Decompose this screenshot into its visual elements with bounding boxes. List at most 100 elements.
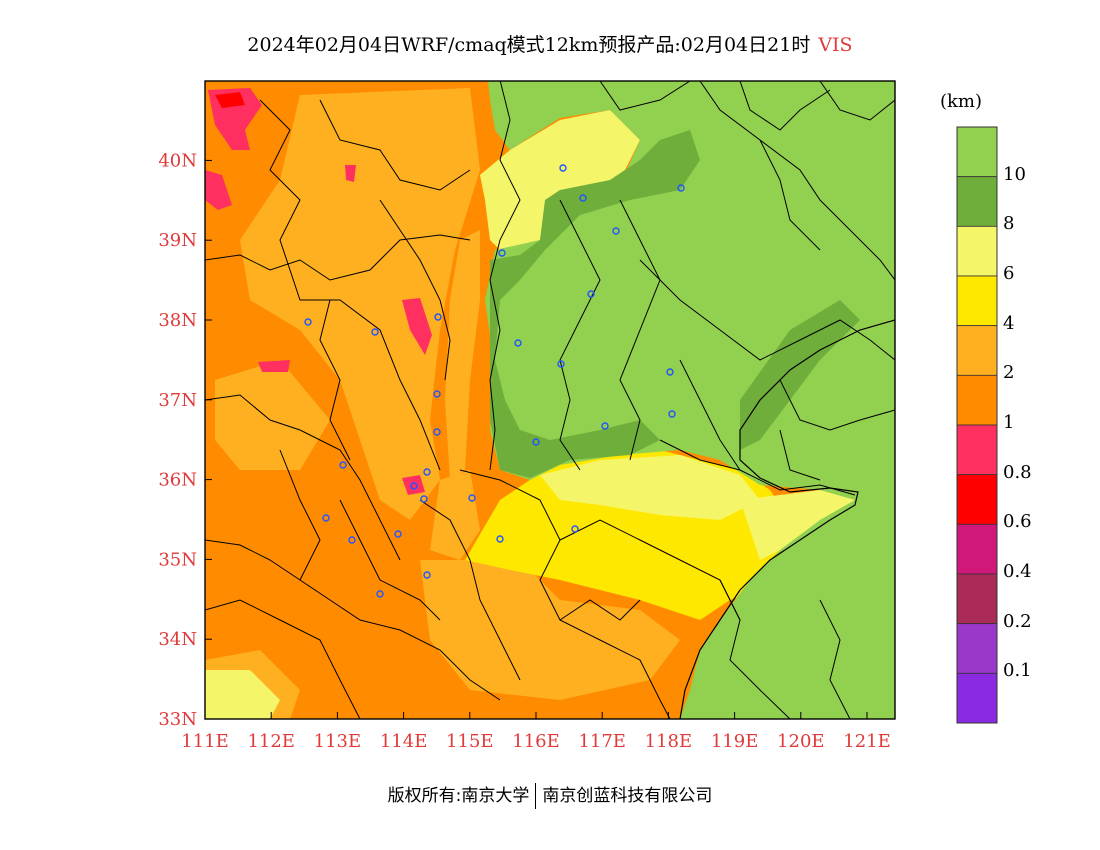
- city-marker: [371, 328, 379, 336]
- colorbar-swatch: [956, 573, 998, 625]
- city-marker: [423, 468, 431, 476]
- city-marker: [514, 339, 522, 347]
- y-tick-label: 33N: [158, 709, 197, 730]
- axis-tick-labels: 111E 112E 113E 114E 115E 116E 117E 118E 119E 120E…: [158, 150, 890, 752]
- colorbar-swatch: [956, 176, 998, 227]
- map-field: [205, 81, 895, 719]
- x-tick-label: 111E: [181, 731, 229, 752]
- city-marker: [571, 525, 579, 533]
- colorbar-swatch: [956, 126, 998, 178]
- legend-unit: (km): [940, 91, 983, 112]
- legend-label: 0.2: [1003, 610, 1032, 632]
- field-light-orange-5: [430, 470, 480, 560]
- field-lightyellow-n: [480, 110, 640, 260]
- colorbar-swatch: [956, 275, 998, 327]
- city-marker: [496, 535, 504, 543]
- colorbar-swatch: [956, 474, 998, 525]
- city-marker: [322, 514, 330, 522]
- x-tick-label: 115E: [446, 731, 494, 752]
- x-tick-label: 112E: [247, 731, 295, 752]
- city-marker: [601, 422, 609, 430]
- colorbar-frame: [956, 126, 998, 724]
- field-red-1: [402, 298, 432, 355]
- field-transition: [445, 230, 480, 480]
- field-red-4: [345, 165, 356, 182]
- city-marker: [394, 530, 402, 538]
- y-tick-label: 37N: [158, 390, 197, 411]
- boundaries: [205, 81, 895, 719]
- city-marker: [557, 360, 565, 368]
- city-marker: [559, 164, 567, 172]
- x-tick-label: 113E: [314, 731, 362, 752]
- city-marker: [532, 438, 540, 446]
- y-tick-label: 40N: [158, 150, 197, 171]
- footer-separator: [535, 783, 537, 809]
- city-marker: [666, 368, 674, 376]
- field-red-2: [402, 475, 425, 495]
- city-marker: [433, 390, 441, 398]
- city-marker: [376, 590, 384, 598]
- variable-name: VIS: [818, 34, 853, 56]
- city-markers: [304, 164, 685, 598]
- colorbar: [956, 126, 998, 724]
- colorbar-swatch: [956, 225, 998, 277]
- city-marker: [304, 318, 312, 326]
- y-tick-label: 34N: [158, 629, 197, 650]
- legend-label: 4: [1003, 312, 1015, 334]
- axis-ticks: [204, 159, 868, 720]
- legend-label: 0.4: [1003, 561, 1032, 582]
- x-tick-label: 121E: [843, 731, 891, 752]
- y-tick-label: 36N: [158, 470, 197, 491]
- y-tick-label: 35N: [158, 549, 197, 570]
- city-marker: [612, 227, 620, 235]
- colorbar-swatch: [956, 623, 998, 674]
- chart-title: 2024年02月04日WRF/cmaq模式12km预报产品:02月04日21时 V…: [0, 30, 1100, 57]
- x-tick-label: 114E: [380, 731, 428, 752]
- city-marker: [677, 184, 685, 192]
- footer-company: 南京创蓝科技有限公司: [542, 786, 713, 806]
- legend-label: 2: [1003, 362, 1015, 384]
- y-tick-label: 38N: [158, 310, 197, 331]
- city-marker: [468, 494, 476, 502]
- legend-label: 10: [1003, 163, 1026, 185]
- city-marker: [410, 482, 418, 490]
- legend-label: 0.1: [1003, 660, 1032, 682]
- field-deep-red: [215, 92, 245, 108]
- title-text: 2024年02月04日WRF/cmaq模式12km预报产品:02月04日21时: [247, 34, 811, 56]
- footer: 版权所有:南京大学 南京创蓝科技有限公司: [0, 781, 1100, 809]
- city-marker: [423, 571, 431, 579]
- colorbar-swatch: [956, 374, 998, 426]
- colorbar-swatch: [956, 325, 998, 376]
- footer-copyright: 版权所有:南京大学: [387, 786, 530, 806]
- colorbar-swatch: [956, 523, 998, 575]
- x-tick-label: 119E: [711, 731, 759, 752]
- field-darkgreen-1: [490, 130, 700, 478]
- city-marker: [587, 290, 595, 298]
- x-tick-label: 120E: [777, 731, 825, 752]
- city-marker: [498, 249, 506, 257]
- x-tick-label: 116E: [512, 731, 560, 752]
- city-marker: [579, 194, 587, 202]
- field-light-orange-3: [420, 560, 680, 700]
- city-marker: [668, 410, 676, 418]
- legend-label: 1: [1003, 412, 1015, 433]
- field-light-orange-1: [240, 88, 480, 520]
- field-lightyellow-coast: [740, 490, 858, 560]
- city-marker: [339, 461, 347, 469]
- x-tick-label: 118E: [645, 731, 693, 752]
- legend-label: 8: [1003, 213, 1015, 235]
- city-marker: [348, 536, 356, 544]
- field-lightyellow-mid: [540, 455, 760, 520]
- y-tick-label: 39N: [158, 230, 197, 251]
- colorbar-swatch: [956, 424, 998, 476]
- field-green: [485, 81, 895, 719]
- legend-label: 0.6: [1003, 511, 1032, 533]
- field-light-orange-2: [215, 360, 330, 470]
- city-marker: [420, 495, 428, 503]
- legend-label: 0.8: [1003, 461, 1032, 483]
- coastline: [679, 319, 895, 719]
- city-marker: [433, 428, 441, 436]
- field-red-3: [258, 360, 290, 372]
- city-marker: [434, 313, 442, 321]
